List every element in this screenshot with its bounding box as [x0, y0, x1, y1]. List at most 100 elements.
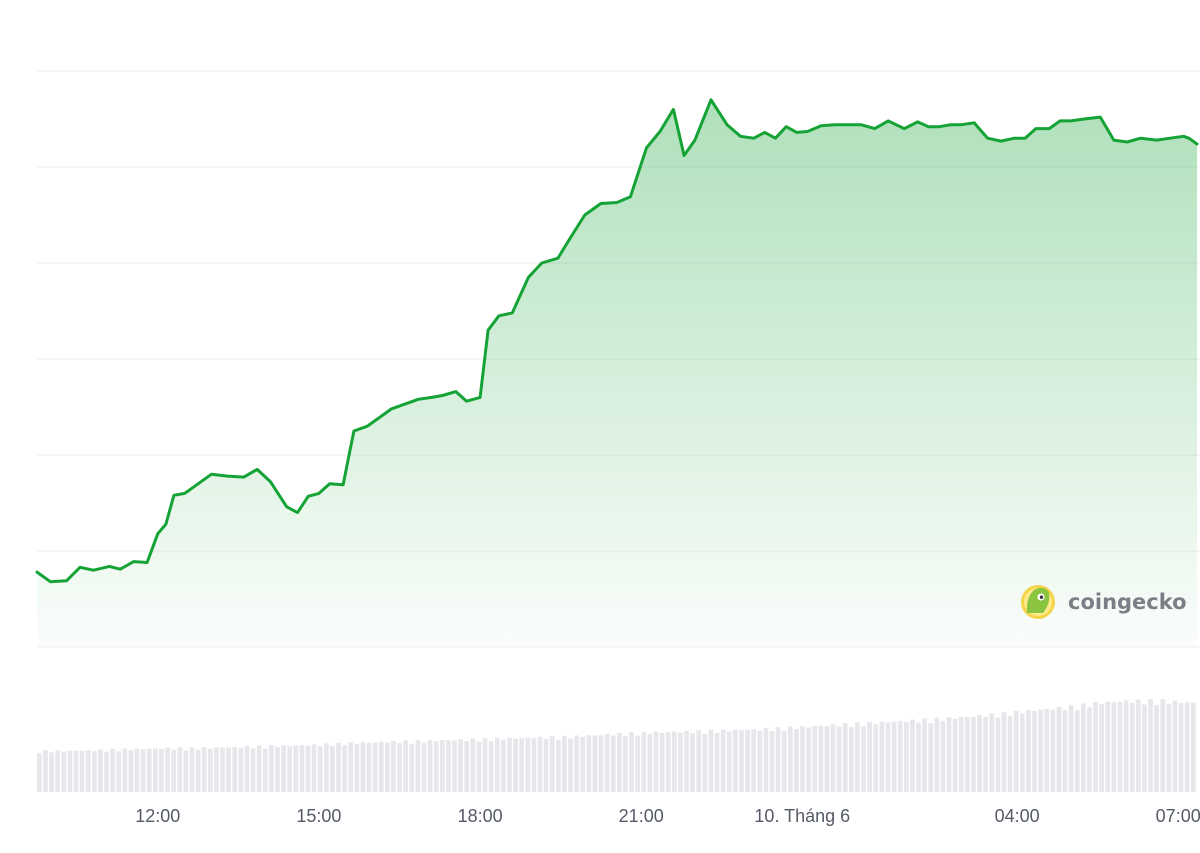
- volume-bar: [776, 727, 781, 792]
- price-area-fill: [37, 100, 1197, 647]
- volume-bar: [629, 732, 634, 792]
- volume-bar: [580, 737, 585, 792]
- volume-bar: [721, 730, 726, 792]
- volume-bar: [1044, 709, 1049, 792]
- volume-bar: [281, 745, 286, 792]
- volume-bar: [1142, 705, 1147, 792]
- volume-bar: [92, 751, 97, 792]
- volume-bar: [965, 717, 970, 792]
- volume-bar: [68, 751, 73, 792]
- volume-bar: [190, 747, 195, 792]
- volume-bar: [1105, 702, 1110, 792]
- volume-bar: [495, 738, 500, 792]
- volume-bar: [861, 726, 866, 792]
- volume-bar: [43, 750, 48, 792]
- volume-bar: [80, 751, 85, 792]
- volume-bar: [953, 719, 958, 792]
- volume-bar: [867, 722, 872, 792]
- volume-bar: [586, 735, 591, 792]
- volume-bar: [818, 726, 823, 792]
- volume-bar: [171, 750, 176, 792]
- volume-bar: [843, 723, 848, 792]
- volume-bar: [324, 743, 329, 792]
- volume-bar: [611, 735, 616, 792]
- volume-bar: [892, 722, 897, 792]
- volume-bar: [678, 733, 683, 793]
- volume-bar: [1173, 701, 1178, 792]
- volume-bar: [446, 740, 451, 792]
- volume-bar: [886, 722, 891, 792]
- volume-bar: [208, 749, 213, 792]
- volume-bar: [245, 746, 250, 792]
- volume-bar: [1179, 703, 1184, 792]
- volume-bar: [422, 742, 427, 792]
- logo-wordmark: coingecko: [1068, 590, 1187, 614]
- x-tick-label: 10. Tháng 6: [754, 806, 850, 826]
- volume-bar: [330, 746, 335, 792]
- volume-bar: [623, 736, 628, 792]
- volume-bar: [574, 735, 579, 792]
- volume-bar: [525, 738, 530, 792]
- volume-bar: [403, 740, 408, 792]
- volume-bar: [1050, 710, 1055, 792]
- volume-bar: [458, 739, 463, 792]
- volume-bar: [513, 739, 518, 792]
- volume-bar: [532, 739, 537, 792]
- volume-bar: [49, 752, 54, 792]
- volume-bar: [361, 742, 366, 792]
- volume-bar: [947, 717, 952, 792]
- volume-bar: [690, 733, 695, 792]
- volume-bar: [1154, 705, 1159, 792]
- volume-bar: [873, 724, 878, 792]
- volume-bar: [702, 734, 707, 792]
- volume-bar: [1014, 711, 1019, 792]
- volume-bar: [385, 743, 390, 792]
- volume-bar: [1087, 707, 1092, 792]
- volume-bar: [202, 747, 207, 792]
- volume-bar: [519, 738, 524, 792]
- volume-bar: [1075, 710, 1080, 792]
- volume-bar: [464, 741, 469, 792]
- volume-bar: [1130, 703, 1135, 792]
- volume-bar: [715, 733, 720, 792]
- volume-bar: [1063, 710, 1068, 792]
- volume-bar: [122, 749, 127, 792]
- volume-bar: [483, 738, 488, 792]
- volume-bar: [1026, 710, 1031, 792]
- volume-bar: [989, 713, 994, 792]
- volume-bar: [825, 726, 830, 792]
- volume-bar: [1191, 703, 1196, 792]
- volume-bar: [434, 741, 439, 792]
- volume-bar: [293, 745, 298, 792]
- volume-bar: [1166, 704, 1171, 792]
- volume-bar: [354, 744, 359, 792]
- volume-bar: [727, 732, 732, 792]
- volume-bar: [98, 749, 103, 792]
- volume-bar: [55, 750, 60, 792]
- volume-bar: [1002, 712, 1007, 792]
- volume-bar: [257, 746, 262, 792]
- volume-bar: [764, 728, 769, 792]
- volume-bar: [1124, 700, 1129, 792]
- volume-bar: [996, 717, 1001, 792]
- volume-bar: [782, 731, 787, 792]
- volume-bar: [904, 722, 909, 792]
- volume-bar: [562, 736, 567, 792]
- volume-bar: [660, 733, 665, 792]
- volume-bar: [1032, 711, 1037, 792]
- volume-bar: [855, 722, 860, 792]
- volume-bar: [489, 741, 494, 792]
- volume-bar: [226, 748, 231, 792]
- volume-bar: [507, 738, 512, 792]
- volume-bar: [1185, 702, 1190, 792]
- volume-bar: [739, 730, 744, 792]
- volume-bar: [251, 748, 256, 792]
- volume-bar: [135, 749, 140, 792]
- x-tick-label: 18:00: [458, 806, 503, 826]
- volume-bar: [934, 718, 939, 792]
- volume-bar: [757, 731, 762, 792]
- volume-bar: [1118, 702, 1123, 792]
- volume-bar: [1069, 705, 1074, 792]
- volume-bar: [312, 744, 317, 792]
- volume-bar: [837, 727, 842, 792]
